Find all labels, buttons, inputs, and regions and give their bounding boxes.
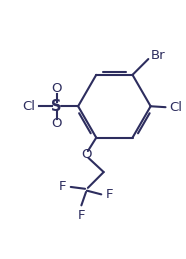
Text: F: F: [105, 188, 113, 201]
Text: F: F: [59, 181, 66, 193]
Text: Br: Br: [151, 49, 165, 62]
Text: Cl: Cl: [22, 100, 35, 113]
Text: F: F: [78, 210, 85, 222]
Text: S: S: [52, 99, 62, 114]
Text: O: O: [81, 148, 91, 161]
Text: Cl: Cl: [169, 101, 182, 114]
Text: O: O: [52, 117, 62, 130]
Text: O: O: [52, 82, 62, 96]
